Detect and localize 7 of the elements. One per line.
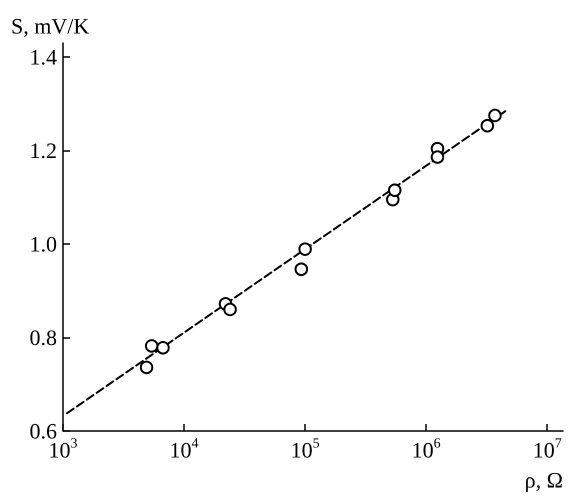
y-tick-label: 1.2 <box>30 138 57 164</box>
y-tick-label: 1.4 <box>30 44 57 70</box>
y-axis-title: S, mV/K <box>11 14 90 38</box>
y-tick-label: 0.6 <box>30 418 57 444</box>
x-axis-title: ρ, Ω <box>524 468 563 492</box>
y-tick-label: 1.0 <box>30 232 57 257</box>
y-tick-label: 0.8 <box>30 325 57 350</box>
